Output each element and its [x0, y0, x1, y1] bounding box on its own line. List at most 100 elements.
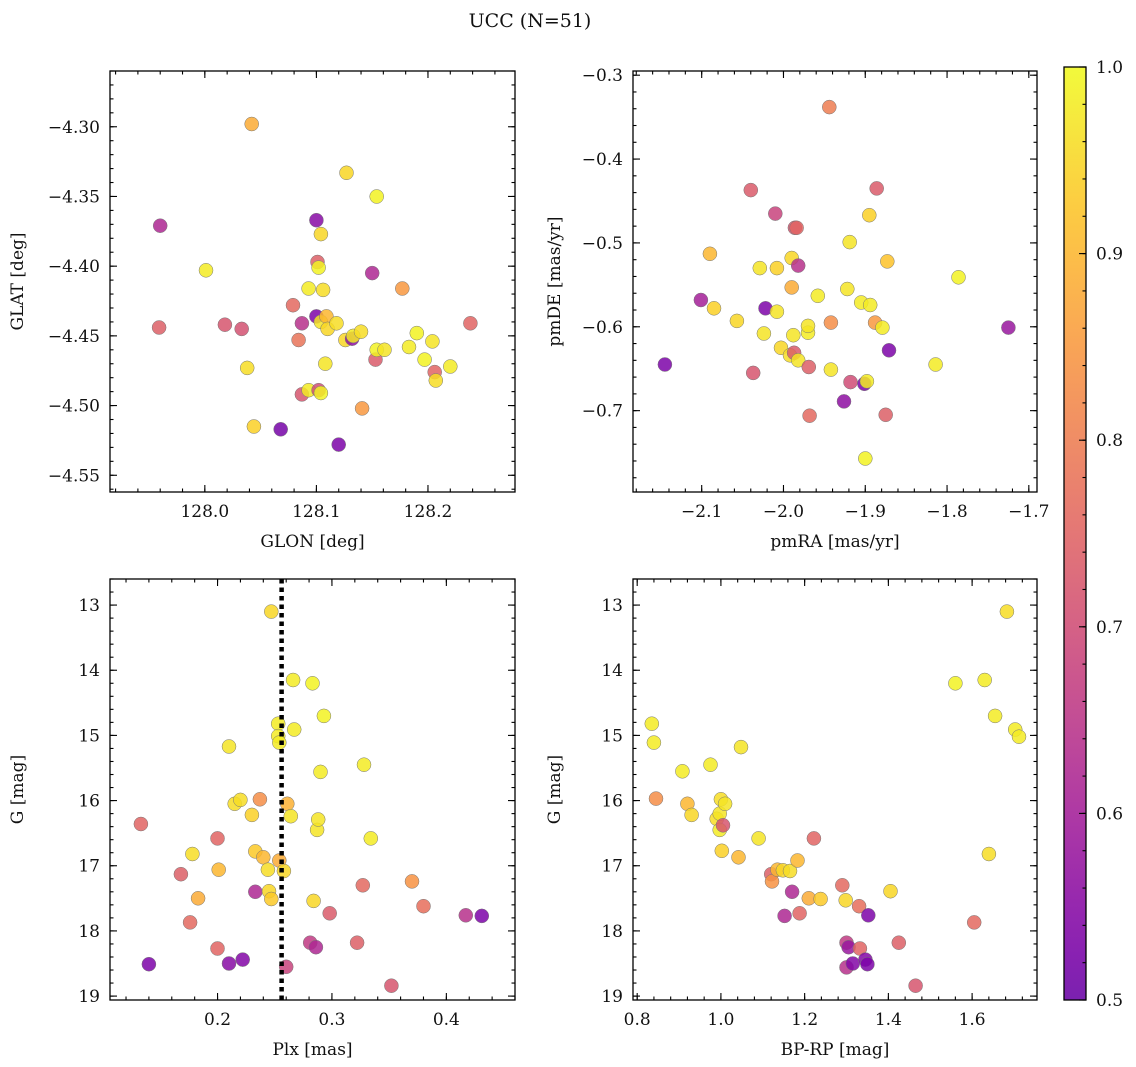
scatter-point — [810, 288, 826, 304]
scatter-point — [693, 292, 709, 308]
y-axis-label: G [mag] — [545, 755, 565, 824]
scatter-point — [260, 862, 276, 877]
scatter-point — [310, 812, 326, 827]
scatter-point — [948, 676, 963, 691]
scatter-point — [843, 374, 858, 390]
scatter-point — [823, 362, 839, 377]
scatter-point — [800, 318, 816, 334]
panel-1: 128.0 128.1 128.2 −4.30 −4.35 −4.40 −4.45 −4.50… — [8, 70, 516, 552]
y-tick-label: 15 — [78, 726, 100, 746]
scatter-point — [999, 604, 1015, 619]
scatter-point — [363, 831, 379, 846]
scatter-point — [252, 792, 268, 807]
scatter-point — [790, 258, 806, 273]
scatter-point — [768, 206, 783, 221]
panel-3: 0.2 0.3 0.4 13 14 15 16 17 18 19 Plx [mas] G [mag] — [8, 578, 516, 1060]
y-tick-label: −0.4 — [582, 150, 623, 170]
scatter-point — [384, 978, 399, 993]
x-tick-label: 1.4 — [875, 1010, 902, 1030]
y-tick-label: −0.6 — [582, 318, 623, 338]
scatter-point — [173, 866, 189, 882]
scatter-point — [966, 915, 982, 930]
scatter-point — [264, 891, 279, 907]
colorbar: 0.5 0.6 0.7 0.8 0.9 1.0 — [1063, 58, 1123, 1011]
scatter-point — [878, 407, 893, 423]
scatter-point — [309, 212, 324, 228]
plot-frame — [632, 70, 1038, 493]
scatter-point — [977, 672, 992, 688]
scatter-point — [364, 265, 380, 281]
scatter-point — [908, 978, 923, 993]
y-tick-label: 15 — [601, 726, 623, 746]
scatter-point — [790, 353, 806, 368]
scatter-point — [285, 672, 301, 688]
y-axis-label: GLAT [deg] — [8, 232, 28, 330]
x-tick-label: 128.0 — [180, 502, 229, 522]
colorbar-tick-label: 0.5 — [1096, 991, 1123, 1011]
x-tick-label: 1.6 — [959, 1010, 986, 1030]
scatter-point — [141, 956, 157, 972]
scatter-point — [840, 281, 855, 297]
y-tick-label: −4.55 — [48, 466, 100, 486]
scatter-point — [244, 807, 260, 823]
scatter-point — [675, 764, 690, 779]
scatter-point — [792, 906, 807, 921]
scatter-point — [743, 182, 759, 198]
scatter-point — [285, 297, 301, 313]
y-tick-label: 13 — [78, 596, 100, 616]
scatter-point — [706, 301, 722, 316]
scatter-point — [784, 884, 800, 900]
y-tick-label: −4.45 — [48, 327, 100, 347]
scatter-point — [777, 908, 792, 924]
scatter-point — [880, 254, 895, 269]
scatter-point — [210, 941, 225, 956]
scatter-point — [301, 281, 316, 296]
scatter-point — [198, 263, 214, 278]
scatter-point — [987, 708, 1003, 724]
x-tick-label: −1.9 — [845, 502, 886, 522]
scatter-point — [822, 99, 837, 115]
scatter-point — [717, 796, 733, 812]
scatter-point — [152, 218, 168, 233]
panel-2: −2.1 −2.0 −1.9 −1.8 −1.7 −0.3 −0.4 −0.5 −0.6 −0.7… — [545, 66, 1049, 552]
scatter-point — [264, 604, 279, 619]
scatter-point — [845, 956, 861, 971]
y-tick-label: −4.40 — [48, 257, 100, 277]
scatter-point — [329, 316, 344, 331]
scatter-point — [322, 906, 337, 921]
scatter-point — [425, 334, 440, 349]
scatter-points — [644, 604, 1027, 993]
scatter-point — [234, 321, 249, 337]
y-tick-label: 14 — [78, 661, 100, 681]
x-tick-label: −2.0 — [763, 502, 804, 522]
x-tick-label: 128.1 — [292, 502, 341, 522]
panel-4: 0.8 1.0 1.2 1.4 1.6 13 14 15 16 17 18 19 BP-RP [mag]… — [545, 578, 1038, 1060]
scatter-point — [318, 356, 333, 371]
scatter-point — [891, 935, 907, 950]
colorbar-tick-label: 0.9 — [1096, 245, 1123, 265]
y-tick-label: 18 — [601, 922, 623, 942]
scatter-point — [714, 843, 730, 859]
scatter-point — [786, 327, 801, 343]
y-axis-label: G [mag] — [8, 755, 28, 824]
scatter-point — [211, 862, 226, 877]
x-tick-label: −1.8 — [926, 502, 967, 522]
plot-frame — [109, 578, 516, 1001]
x-axis-label: BP-RP [mag] — [781, 1040, 890, 1060]
scatter-point — [313, 226, 329, 242]
scatter-point — [648, 791, 664, 806]
scatter-point — [731, 850, 746, 865]
scatter-point — [294, 316, 310, 331]
scatter-point — [862, 207, 877, 223]
y-tick-label: 17 — [78, 857, 100, 877]
scatter-point — [308, 939, 324, 955]
y-tick-label: −0.3 — [582, 66, 623, 86]
colorbar-frame — [1063, 66, 1087, 1001]
y-tick-label: 13 — [601, 596, 623, 616]
x-tick-label: 0.2 — [204, 1010, 231, 1030]
scatter-point — [217, 317, 233, 332]
scatter-point — [702, 246, 718, 262]
scatter-point — [404, 874, 420, 889]
scatter-points — [151, 116, 478, 452]
